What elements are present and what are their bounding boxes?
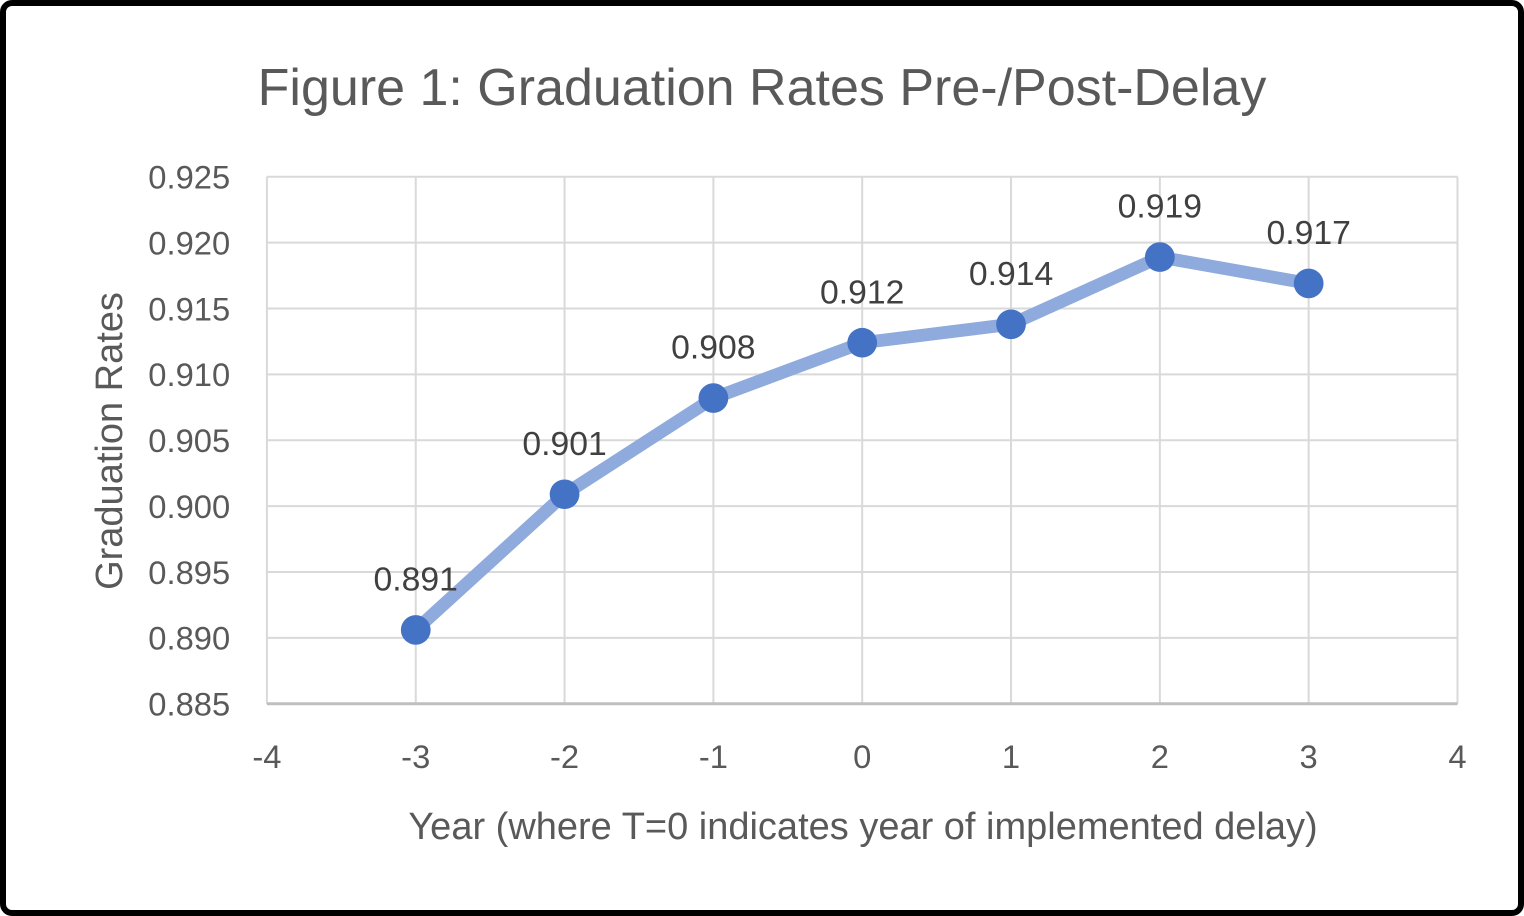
x-tick-label: 0 bbox=[853, 738, 871, 775]
data-point bbox=[400, 615, 431, 645]
x-tick-label: 2 bbox=[1151, 738, 1169, 775]
y-tick-labels: 0.885 0.890 0.895 0.900 0.905 0.910 0.915 0.920… bbox=[148, 159, 230, 723]
gridlines bbox=[265, 175, 1459, 705]
y-tick-label: 0.900 bbox=[148, 488, 230, 525]
data-label: 0.914 bbox=[969, 256, 1053, 293]
data-point bbox=[698, 383, 729, 413]
data-point bbox=[1144, 242, 1175, 272]
y-tick-label: 0.885 bbox=[148, 686, 230, 723]
data-point bbox=[996, 309, 1026, 340]
y-tick-label: 0.915 bbox=[148, 290, 230, 327]
data-point bbox=[847, 327, 878, 358]
x-tick-label: 1 bbox=[1002, 738, 1020, 775]
x-tick-label: 4 bbox=[1448, 738, 1466, 775]
data-label: 0.912 bbox=[820, 274, 904, 311]
line-chart-canvas: 0.891 0.901 0.908 0.912 0.914 0.919 0.917 0.88… bbox=[148, 159, 1466, 775]
x-axis-title: Year (where T=0 indicates year of implem… bbox=[408, 806, 1318, 848]
y-tick-label: 0.905 bbox=[148, 422, 230, 459]
data-label: 0.901 bbox=[522, 426, 606, 463]
data-label: 0.919 bbox=[1118, 189, 1202, 226]
data-point-markers bbox=[400, 242, 1324, 645]
data-point bbox=[1293, 268, 1324, 299]
x-tick-label: -3 bbox=[401, 738, 430, 775]
data-label: 0.908 bbox=[671, 330, 755, 367]
x-tick-label: -2 bbox=[550, 738, 579, 775]
data-point bbox=[549, 479, 580, 510]
y-tick-label: 0.890 bbox=[148, 620, 230, 657]
y-tick-label: 0.910 bbox=[148, 356, 230, 393]
data-label: 0.917 bbox=[1266, 215, 1350, 252]
y-tick-label: 0.925 bbox=[148, 159, 230, 196]
x-tick-labels: -4 -3 -2 -1 0 1 2 3 4 bbox=[252, 738, 1466, 775]
x-tick-label: 3 bbox=[1300, 738, 1318, 775]
data-label: 0.891 bbox=[374, 562, 458, 599]
x-tick-label: -1 bbox=[699, 738, 728, 775]
y-tick-label: 0.920 bbox=[148, 225, 230, 262]
chart-title: Figure 1: Graduation Rates Pre-/Post-Del… bbox=[257, 59, 1267, 117]
data-labels: 0.891 0.901 0.908 0.912 0.914 0.919 0.917 bbox=[374, 189, 1351, 599]
y-tick-label: 0.895 bbox=[148, 554, 230, 591]
x-tick-label: -4 bbox=[252, 738, 281, 775]
